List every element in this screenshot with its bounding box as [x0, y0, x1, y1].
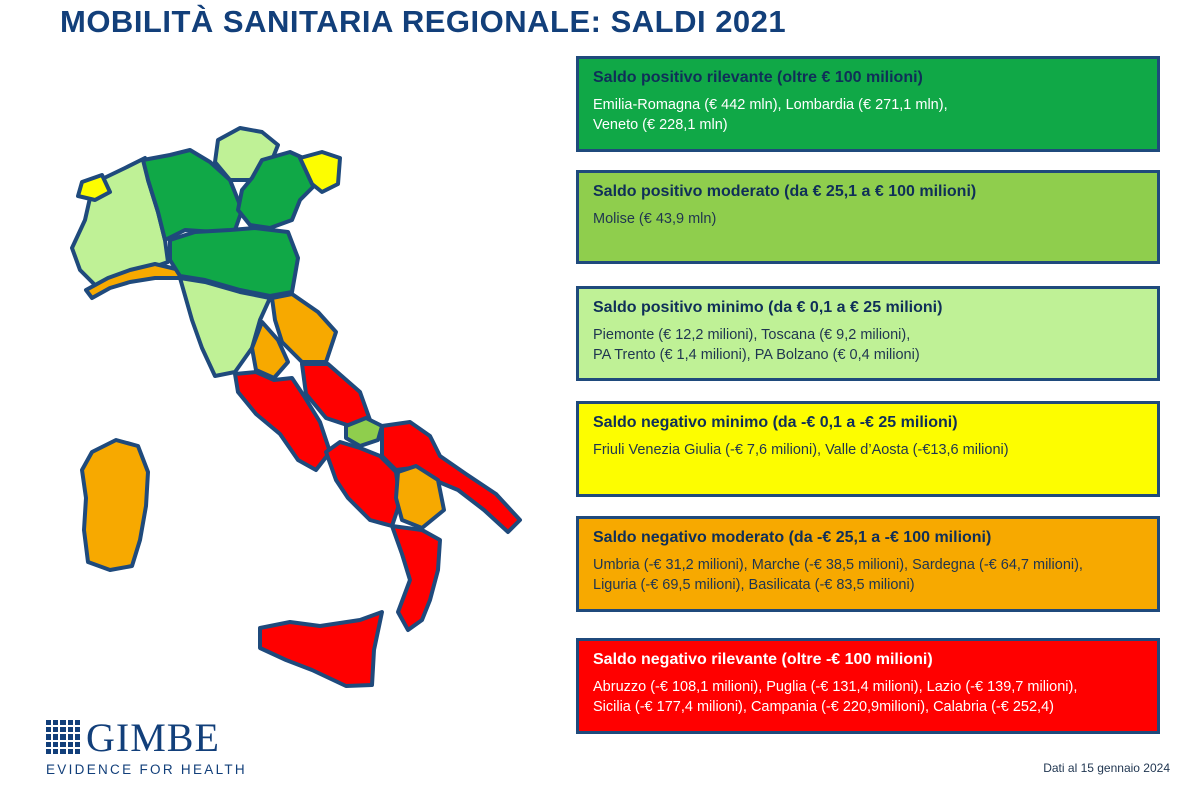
- region-sicilia: [258, 610, 384, 688]
- legend-line: Veneto (€ 228,1 mln): [593, 117, 728, 133]
- legend-line: Umbria (-€ 31,2 milioni), Marche (-€ 38,…: [593, 557, 1083, 573]
- legend-line: Emilia-Romagna (€ 442 mln), Lombardia (€…: [593, 97, 948, 113]
- legend-box-positivo-moderato: Saldo positivo moderato (da € 25,1 a € 1…: [576, 170, 1160, 264]
- legend-box-positivo-minimo: Saldo positivo minimo (da € 0,1 a € 25 m…: [576, 286, 1160, 381]
- legend-line: Piemonte (€ 12,2 milioni), Toscana (€ 9,…: [593, 327, 911, 343]
- legend-title: Saldo negativo moderato (da -€ 25,1 a -€…: [593, 529, 992, 546]
- legend-line: PA Trento (€ 1,4 milioni), PA Bolzano (€…: [593, 347, 920, 363]
- region-emilia-romagna: [168, 226, 300, 298]
- region-sardegna: [80, 438, 150, 572]
- legend-title: Saldo negativo rilevante (oltre -€ 100 m…: [593, 651, 933, 668]
- page-title: MOBILITÀ SANITARIA REGIONALE: SALDI 2021: [60, 4, 787, 39]
- region-umbria: [250, 320, 290, 380]
- legend-line: Molise (€ 43,9 mln): [593, 211, 717, 227]
- legend-box-negativo-rilevante: Saldo negativo rilevante (oltre -€ 100 m…: [576, 638, 1160, 734]
- legend-title: Saldo positivo rilevante (oltre € 100 mi…: [593, 69, 923, 86]
- legend-title: Saldo positivo minimo (da € 0,1 a € 25 m…: [593, 299, 943, 316]
- legend-line: Liguria (-€ 69,5 milioni), Basilicata (-…: [593, 577, 915, 593]
- italy-map: [70, 126, 522, 688]
- region-calabria: [390, 524, 442, 632]
- legend-line: Sicilia (-€ 177,4 milioni), Campania (-€…: [593, 699, 1054, 715]
- footnote-date: Dati al 15 gennaio 2024: [1043, 761, 1170, 775]
- region-valle-d-aosta: [76, 173, 112, 202]
- logo-tagline: EVIDENCE FOR HEALTH: [46, 762, 247, 777]
- legend-line: Friuli Venezia Giulia (-€ 7,6 milioni), …: [593, 442, 1009, 458]
- region-basilicata: [394, 464, 446, 530]
- region-molise: [344, 416, 384, 448]
- legend-box-negativo-moderato: Saldo negativo moderato (da -€ 25,1 a -€…: [576, 516, 1160, 612]
- gimbe-logo: GIMBE EVIDENCE FOR HEALTH: [46, 715, 247, 784]
- legend-box-positivo-rilevante: Saldo positivo rilevante (oltre € 100 mi…: [576, 56, 1160, 152]
- legend-box-negativo-minimo: Saldo negativo minimo (da -€ 0,1 a -€ 25…: [576, 401, 1160, 497]
- legend-title: Saldo positivo moderato (da € 25,1 a € 1…: [593, 183, 977, 200]
- legend-line: Abruzzo (-€ 108,1 milioni), Puglia (-€ 1…: [593, 679, 1078, 695]
- logo-name: GIMBE: [86, 715, 220, 760]
- logo-grid-icon: [46, 720, 80, 754]
- legend-title: Saldo negativo minimo (da -€ 0,1 a -€ 25…: [593, 414, 958, 431]
- region-friuli: [298, 150, 342, 194]
